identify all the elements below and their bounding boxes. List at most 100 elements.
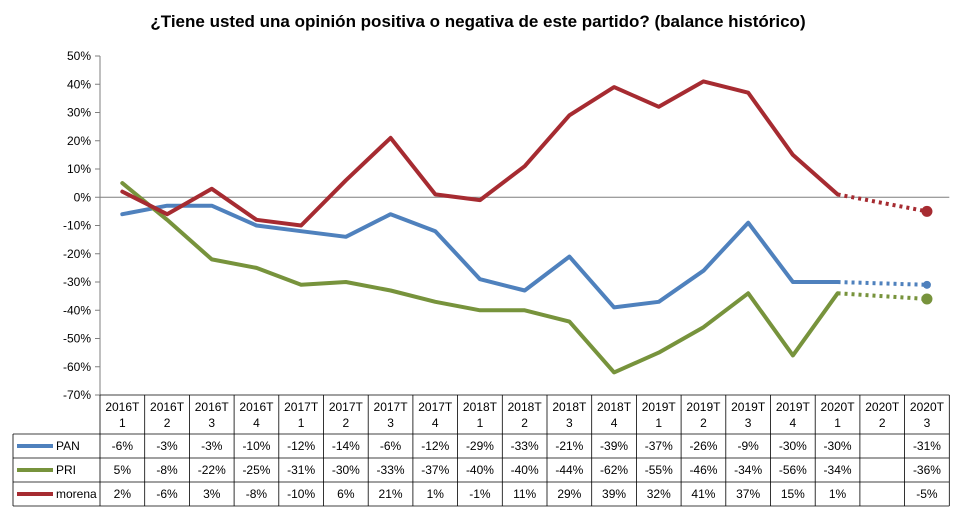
table-cell: -31% [287,463,315,477]
table-cell: -6% [156,487,178,501]
category-year-label: 2020T [865,400,900,414]
table-cell: -1% [469,487,491,501]
category-quarter-label: 3 [387,416,394,430]
table-cell: -30% [779,439,807,453]
table-cell: -62% [600,463,628,477]
table-header-cell: 2017T 3 [374,400,409,430]
table-row-morena: morena 2% -6% 3% -8% -10% 6% 21% 1% -1% 11% 29% 39% 3… [13,481,950,501]
table-header-cell: 2016T 1 [105,400,140,430]
y-tick-label: -40% [63,303,91,317]
category-quarter-label: 4 [611,416,618,430]
legend-label-pan: PAN [56,439,80,453]
table-cell: -3% [201,439,223,453]
table-cell: -55% [645,463,673,477]
table-cell: 3% [203,487,221,501]
category-year-label: 2020T [910,400,945,414]
table-cell: -33% [377,463,405,477]
table-cell: 21% [379,487,403,501]
table-cell: -34% [824,463,852,477]
category-quarter-label: 4 [790,416,797,430]
table-header-cell: 2018T 4 [597,400,632,430]
category-year-label: 2016T [105,400,140,414]
category-quarter-label: 2 [343,416,350,430]
table-cell: 39% [602,487,626,501]
category-quarter-label: 2 [700,416,707,430]
series-morena [120,79,933,228]
table-cell: 32% [647,487,671,501]
y-tick-label: 50% [67,49,91,63]
table-cell: -8% [246,487,268,501]
table-cell: -29% [466,439,494,453]
table-cell: -12% [287,439,315,453]
table-cell: -40% [466,463,494,477]
category-quarter-label: 2 [879,416,886,430]
y-tick-label: 10% [67,162,91,176]
table-cell: -14% [332,439,360,453]
table-header-cell: 2018T 1 [463,400,498,430]
table-cell: -21% [555,439,583,453]
category-quarter-label: 1 [477,416,484,430]
table-cell: -6% [112,439,134,453]
plot-area [100,79,950,375]
y-tick-label: 20% [67,134,91,148]
table-cell: -46% [689,463,717,477]
table-cell: -9% [737,439,759,453]
table-cell: 5% [114,463,132,477]
category-quarter-label: 2 [521,416,528,430]
category-quarter-label: 2 [164,416,171,430]
category-quarter-label: 3 [208,416,215,430]
table-cell: -25% [242,463,270,477]
table-cell: -6% [380,439,402,453]
y-tick-label: -30% [63,275,91,289]
y-tick-label: 0% [74,190,92,204]
table-header-cell: 2019T 4 [776,400,811,430]
category-quarter-label: 4 [253,416,260,430]
table-cell: 41% [691,487,715,501]
category-year-label: 2020T [821,400,856,414]
table-cell: -12% [421,439,449,453]
table-cell: 6% [337,487,355,501]
table-header-cell: 2016T 3 [195,400,230,430]
category-year-label: 2018T [463,400,498,414]
table-header-cell: 2020T 1 [821,400,856,430]
y-tick-label: -20% [63,247,91,261]
series-line-morena [120,79,840,228]
table-header-cell: 2018T 2 [508,400,543,430]
projection-point-pan [922,280,931,289]
category-quarter-label: 3 [566,416,573,430]
category-quarter-label: 1 [655,416,662,430]
category-year-label: 2019T [686,400,721,414]
table-header-cell: 2019T 2 [686,400,721,430]
table-cell: 11% [513,487,536,501]
category-year-label: 2017T [329,400,364,414]
table-cell: -10% [242,439,270,453]
category-year-label: 2017T [374,400,409,414]
table-cell: -22% [198,463,226,477]
y-axis: 50% 40% 30% 20% 10% 0% -10% -20% -30% -40% -50% -60… [63,49,101,402]
table-header-cell: 2020T 3 [910,400,945,430]
table-header-cell: 2020T 2 [865,400,900,430]
projection-point-pri [921,293,933,305]
table-cell: -30% [824,439,852,453]
table-cell: -26% [689,439,717,453]
table-cell: -40% [511,463,539,477]
table-header-cell: 2018T 3 [552,400,587,430]
table-header-cell: 2017T 1 [284,400,319,430]
legend-label-pri: PRI [56,463,76,477]
table-cell: -30% [332,463,360,477]
category-year-label: 2016T [195,400,230,414]
table-cell: -36% [913,463,941,477]
projection-line-morena [837,192,928,214]
category-year-label: 2018T [597,400,632,414]
table-cell: 1% [829,487,847,501]
y-tick-label: -50% [63,332,91,346]
table-cell: 1% [427,487,445,501]
table-cell: -37% [421,463,449,477]
category-quarter-label: 3 [745,416,752,430]
table-header-cell: 2017T 2 [329,400,364,430]
category-quarter-label: 1 [298,416,305,430]
data-table: 2016T12016T22016T32016T42017T12017T22017… [12,394,950,507]
projection-point-morena [921,205,933,217]
table-cell: -56% [779,463,807,477]
